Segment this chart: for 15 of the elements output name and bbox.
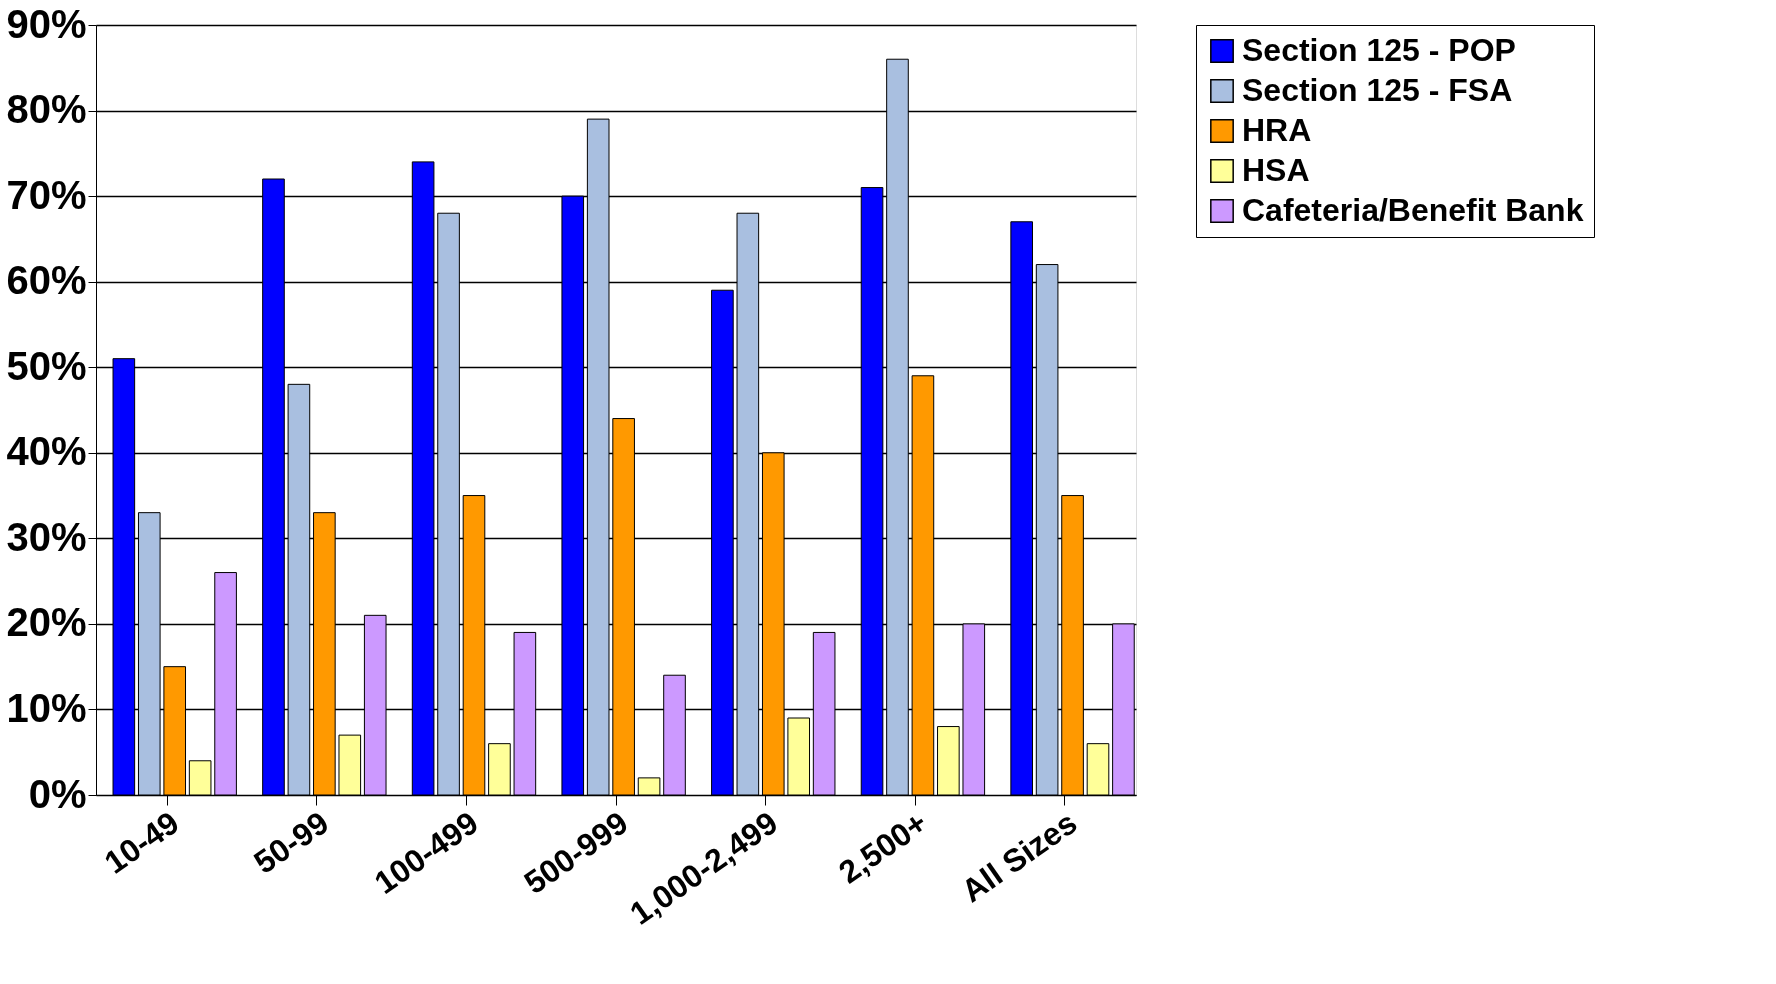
legend-label: Section 125 - FSA <box>1242 72 1513 108</box>
y-tick-label: 30% <box>6 514 87 559</box>
y-tick-label: 40% <box>6 429 87 474</box>
legend-label: HSA <box>1242 152 1310 188</box>
y-tick-label: 90% <box>6 1 87 46</box>
y-tick-label: 70% <box>6 172 87 217</box>
y-tick-label: 80% <box>6 87 87 132</box>
legend-label: Section 125 - POP <box>1242 32 1516 68</box>
y-tick-label: 0% <box>28 771 87 816</box>
legend-label: Cafeteria/Benefit Bank <box>1242 192 1584 228</box>
legend-label: HRA <box>1242 112 1312 148</box>
y-tick-label: 10% <box>6 685 87 730</box>
y-tick-label: 20% <box>6 600 87 645</box>
y-tick-label: 60% <box>6 258 87 303</box>
y-tick-label: 50% <box>6 343 87 388</box>
